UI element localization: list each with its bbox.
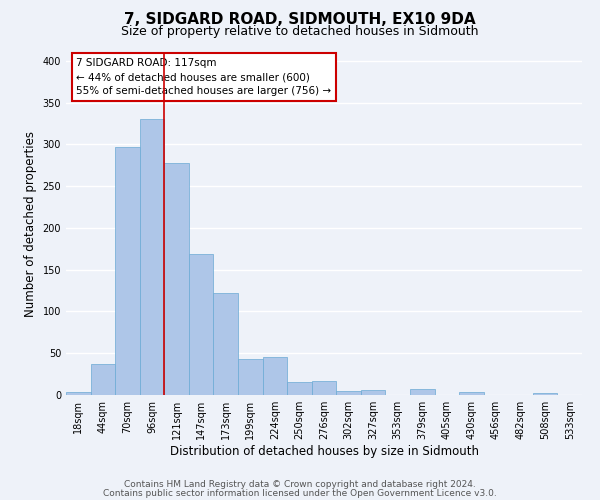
Bar <box>140 120 164 395</box>
Bar <box>91 364 115 395</box>
X-axis label: Distribution of detached houses by size in Sidmouth: Distribution of detached houses by size … <box>170 445 479 458</box>
Text: Contains HM Land Registry data © Crown copyright and database right 2024.: Contains HM Land Registry data © Crown c… <box>124 480 476 489</box>
Bar <box>66 392 91 395</box>
Text: 7 SIDGARD ROAD: 117sqm
← 44% of detached houses are smaller (600)
55% of semi-de: 7 SIDGARD ROAD: 117sqm ← 44% of detached… <box>76 58 331 96</box>
Bar <box>459 392 484 395</box>
Bar <box>336 391 361 395</box>
Y-axis label: Number of detached properties: Number of detached properties <box>24 130 37 317</box>
Text: Contains public sector information licensed under the Open Government Licence v3: Contains public sector information licen… <box>103 489 497 498</box>
Bar <box>164 163 189 395</box>
Bar <box>115 147 140 395</box>
Bar <box>214 293 238 395</box>
Bar <box>238 359 263 395</box>
Text: 7, SIDGARD ROAD, SIDMOUTH, EX10 9DA: 7, SIDGARD ROAD, SIDMOUTH, EX10 9DA <box>124 12 476 28</box>
Bar <box>533 394 557 395</box>
Bar <box>263 356 287 395</box>
Bar <box>287 382 312 395</box>
Bar <box>410 389 434 395</box>
Bar <box>189 254 214 395</box>
Bar <box>361 390 385 395</box>
Bar <box>312 381 336 395</box>
Text: Size of property relative to detached houses in Sidmouth: Size of property relative to detached ho… <box>121 25 479 38</box>
